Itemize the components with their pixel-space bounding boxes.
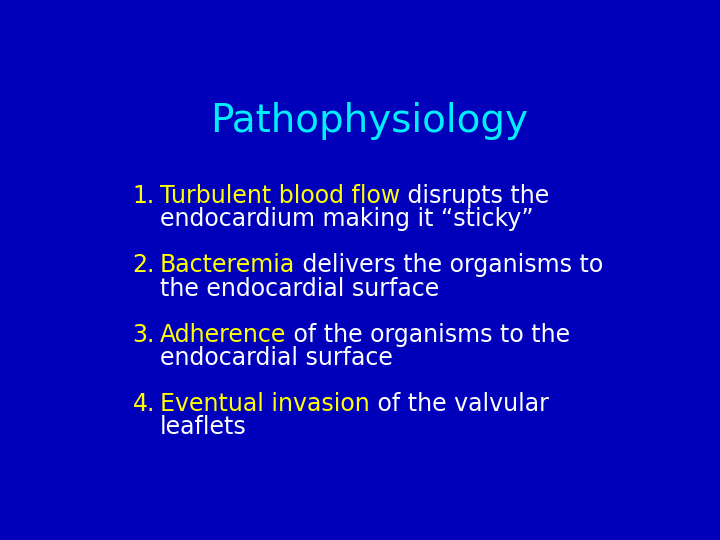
Text: 1.: 1. (132, 184, 155, 208)
Text: Pathophysiology: Pathophysiology (210, 102, 528, 140)
Text: of the valvular: of the valvular (369, 392, 549, 416)
Text: of the organisms to the: of the organisms to the (286, 323, 570, 347)
Text: 3.: 3. (132, 323, 155, 347)
Text: the endocardial surface: the endocardial surface (160, 276, 439, 301)
Text: endocardial surface: endocardial surface (160, 346, 392, 370)
Text: Turbulent blood flow: Turbulent blood flow (160, 184, 400, 208)
Text: 2.: 2. (132, 253, 155, 278)
Text: disrupts the: disrupts the (400, 184, 549, 208)
Text: Bacteremia: Bacteremia (160, 253, 295, 278)
Text: Eventual invasion: Eventual invasion (160, 392, 369, 416)
Text: Adherence: Adherence (160, 323, 286, 347)
Text: leaflets: leaflets (160, 415, 246, 439)
Text: 4.: 4. (132, 392, 155, 416)
Text: endocardium making it “sticky”: endocardium making it “sticky” (160, 207, 534, 231)
Text: delivers the organisms to: delivers the organisms to (295, 253, 603, 278)
